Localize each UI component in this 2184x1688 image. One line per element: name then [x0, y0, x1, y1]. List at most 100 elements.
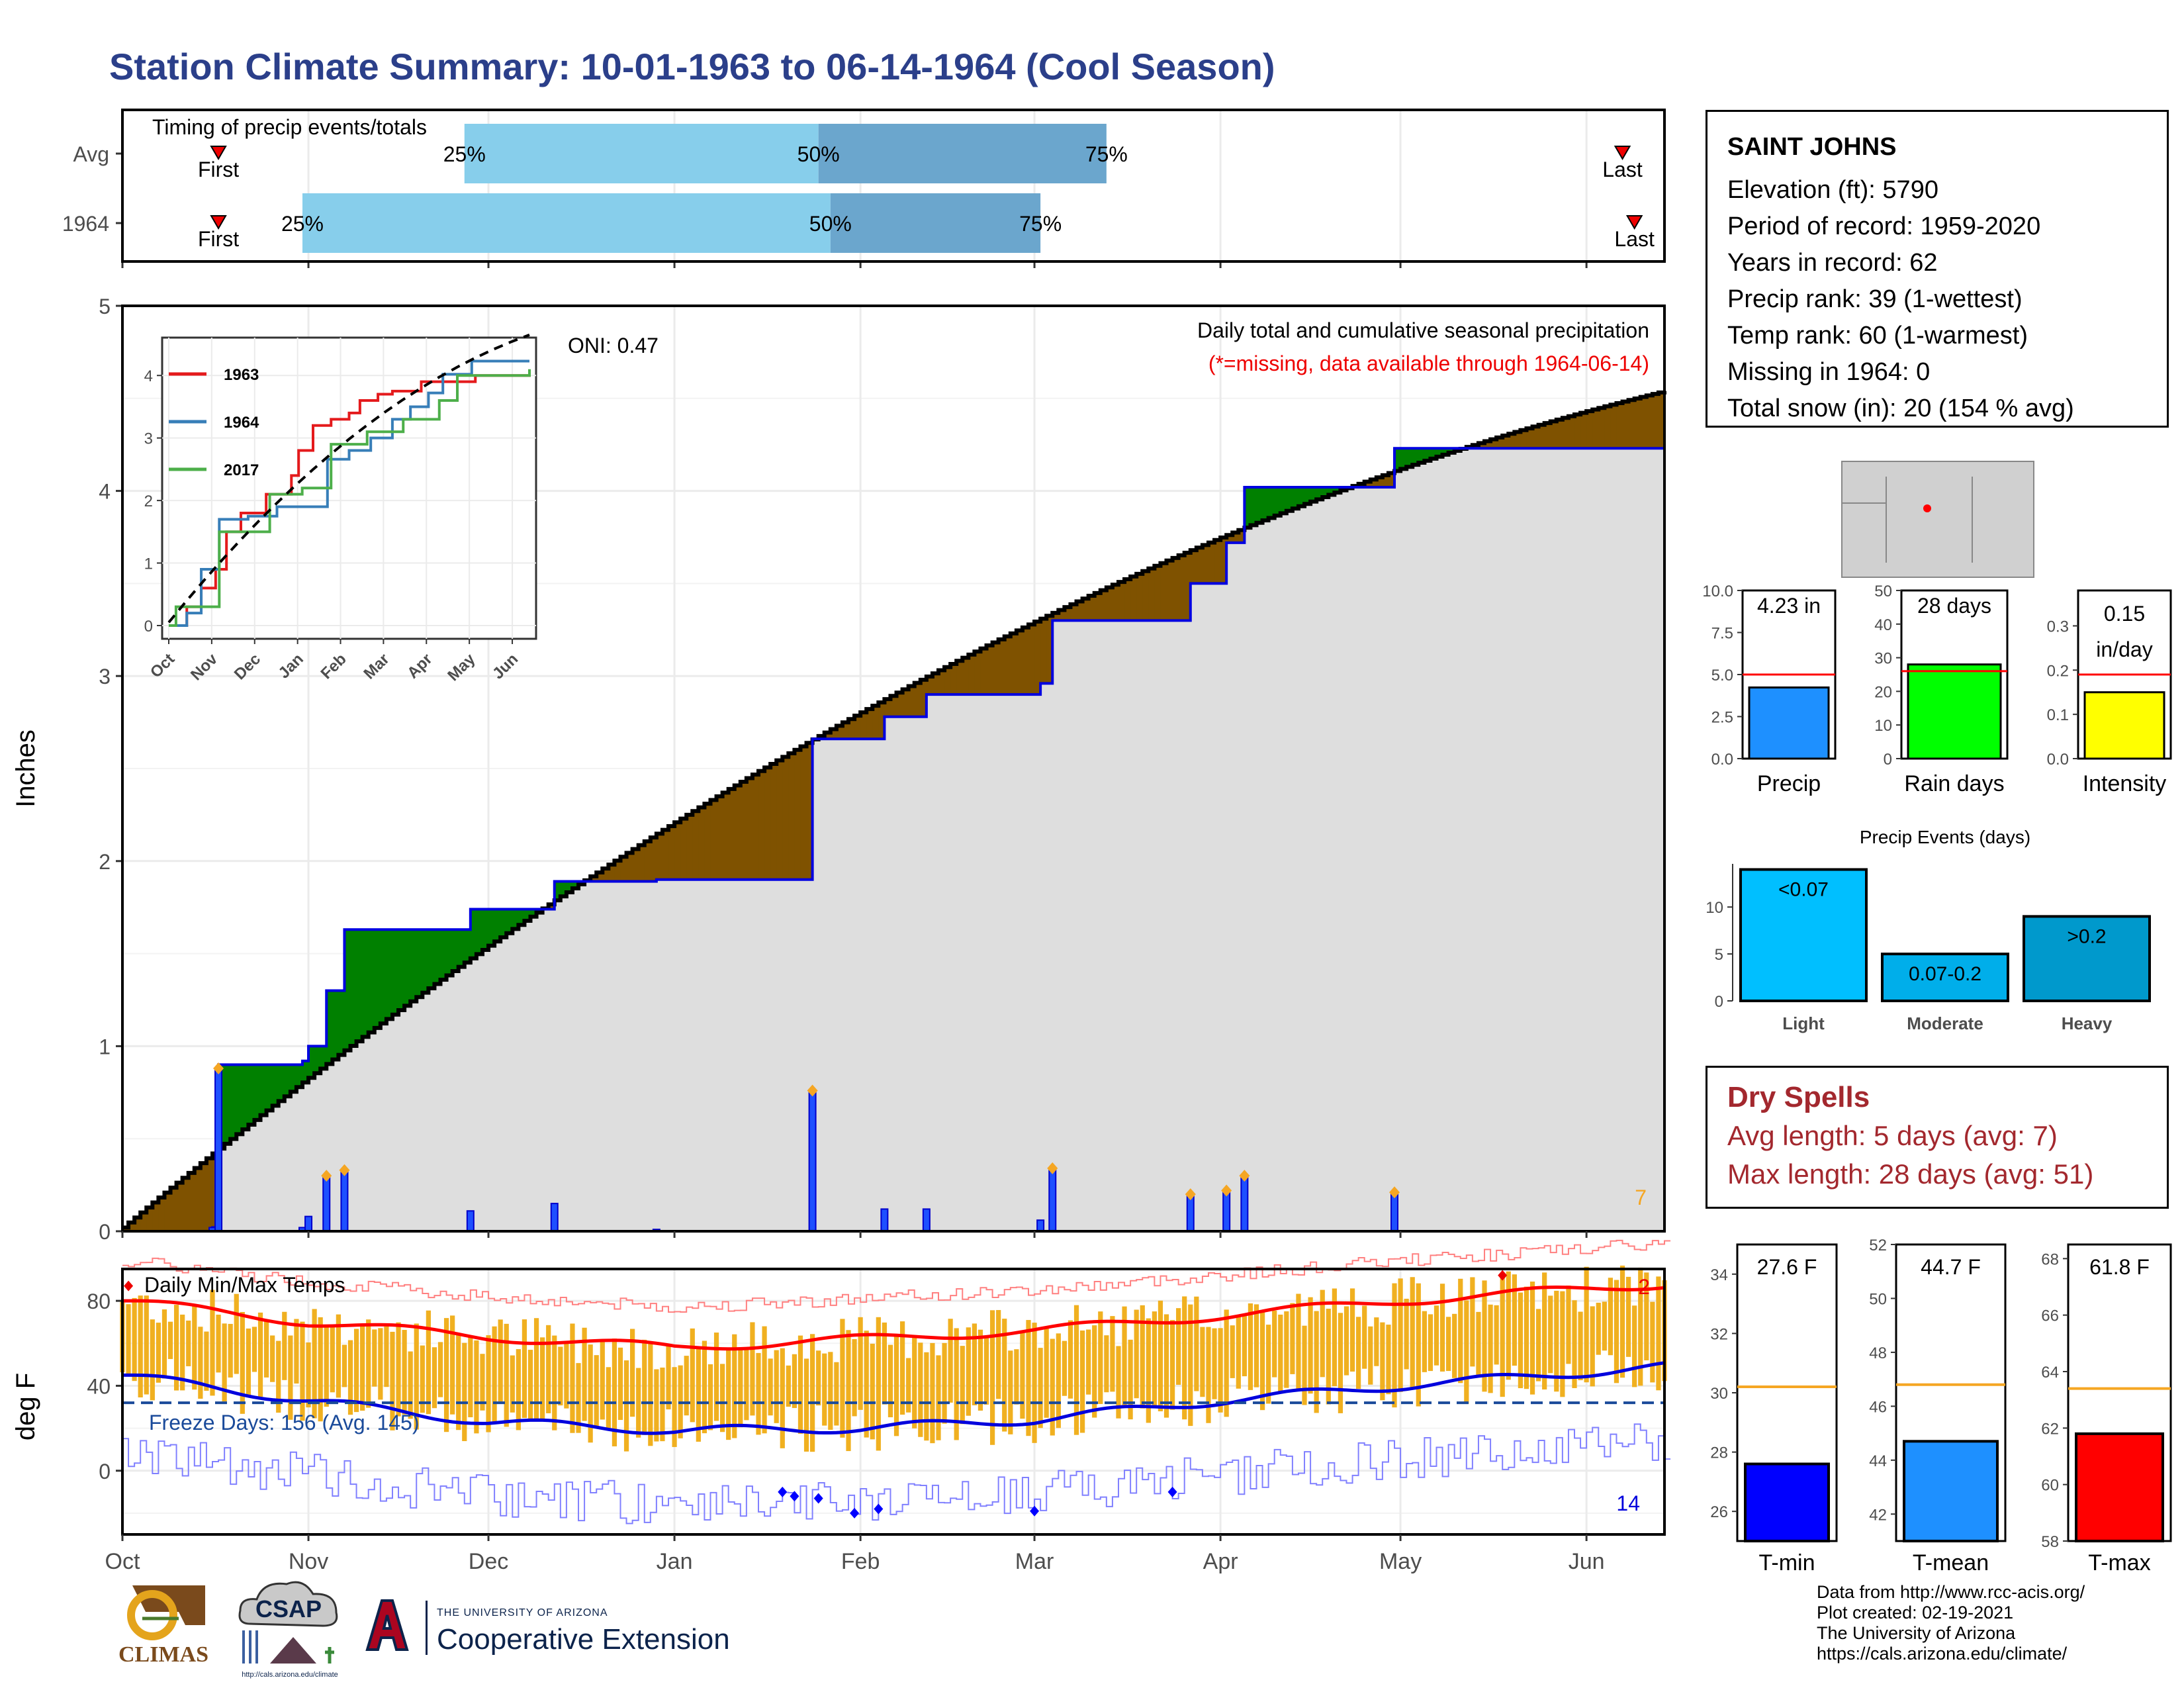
precip-base-area: [1088, 620, 1095, 1231]
inset-y-tick-label: 3: [144, 430, 153, 448]
dry-spells-box: Dry Spells Avg length: 5 days (avg: 7) M…: [1706, 1066, 2169, 1209]
tbar-y-tick-label: 26: [1710, 1503, 1728, 1521]
events-bar-label: >0.2: [2067, 925, 2106, 947]
precip-base-area: [1412, 465, 1419, 1231]
precip-surplus-area: [434, 929, 441, 984]
precip-base-area: [758, 879, 765, 1231]
precip-heavy-marker: [1221, 1184, 1232, 1197]
climas-logo: CLIMAS: [118, 1585, 208, 1667]
precip-deficit-area: [752, 774, 759, 880]
precip-base-area: [1226, 542, 1233, 1232]
precip-base-area: [1316, 499, 1323, 1231]
dry-spells-max: Max length: 28 days (avg: 51): [1727, 1158, 2094, 1190]
precip-base-area: [710, 879, 717, 1231]
precip-base-area: [1622, 448, 1629, 1231]
precip-y-tick-label: 4: [99, 480, 111, 504]
temp-daily-range-bar: [1619, 1265, 1625, 1378]
precip-base-area: [992, 694, 999, 1231]
precip-base-area: [236, 1134, 243, 1231]
temp-daily-range-bar: [324, 1324, 329, 1407]
precip-base-area: [392, 1014, 399, 1231]
precip-base-area: [740, 879, 747, 1231]
temp-daily-range-bar: [696, 1348, 701, 1442]
temp-daily-range-bar: [1188, 1304, 1193, 1427]
precip-surplus-area: [290, 1064, 297, 1092]
precip-base-area: [1610, 448, 1617, 1231]
timing-p75-label: 75%: [1019, 212, 1062, 236]
precip-deficit-area: [1034, 621, 1041, 695]
precip-surplus-area: [1328, 487, 1335, 495]
station-info-box: SAINT JOHNS Elevation (ft): 5790 Period …: [1706, 110, 2169, 428]
precip-base-area: [1646, 448, 1653, 1231]
temp-daily-range-bar: [1302, 1325, 1307, 1405]
mini-y-tick-label: 0.2: [2047, 662, 2069, 680]
temp-daily-range-bar: [378, 1328, 383, 1400]
temp-daily-range-bar: [126, 1304, 131, 1376]
temp-y-tick-label: 0: [99, 1460, 111, 1483]
temp-daily-range-bar: [576, 1363, 581, 1433]
temp-daily-range-bar: [1590, 1306, 1595, 1387]
precip-base-area: [350, 1045, 357, 1231]
precip-base-area: [1250, 525, 1257, 1231]
precip-y-tick-label: 1: [99, 1035, 111, 1058]
temp-daily-range-bar: [1308, 1297, 1313, 1394]
tbar-value-label: 61.8 F: [2089, 1255, 2150, 1279]
precip-base-area: [842, 739, 849, 1231]
temp-daily-range-bar: [1572, 1300, 1577, 1388]
tbar-value-label: 27.6 F: [1757, 1255, 1817, 1279]
station-precip-rank: Precip rank: 39 (1-wettest): [1727, 285, 2023, 313]
temp-daily-range-bar: [533, 1318, 539, 1419]
precip-deficit-area: [1364, 481, 1371, 488]
temp-daily-range-bar: [558, 1346, 563, 1406]
precip-base-area: [338, 1055, 345, 1231]
temp-daily-range-bar: [1362, 1305, 1367, 1369]
precip-base-area: [584, 881, 591, 1231]
timing-first-marker: [210, 146, 227, 160]
temp-daily-range-bar: [840, 1319, 845, 1438]
precip-base-area: [788, 879, 795, 1231]
precip-daily-bar: [340, 1169, 349, 1233]
precip-y-axis-label: Inches: [11, 729, 40, 808]
precip-deficit-area: [764, 767, 771, 880]
month-label: Oct: [105, 1549, 140, 1574]
precip-daily-bar: [322, 1175, 331, 1232]
record-low-marker: [874, 1503, 884, 1515]
precip-deficit-area: [1028, 624, 1035, 695]
temp-daily-range-bar: [1326, 1308, 1331, 1405]
precip-base-area: [1196, 583, 1203, 1231]
precip-deficit-area: [770, 763, 777, 880]
credits: Data from http://www.rcc-acis.org/ Plot …: [1817, 1582, 2085, 1664]
precip-base-area: [1652, 448, 1659, 1231]
precip-base-area: [632, 881, 639, 1231]
precip-deficit-area: [692, 811, 699, 880]
temp-daily-range-bar: [1236, 1315, 1241, 1389]
temp-daily-range-bar: [828, 1352, 833, 1430]
precip-base-area: [1094, 620, 1101, 1231]
temp-daily-range-bar: [1452, 1313, 1457, 1378]
precip-base-area: [1490, 448, 1497, 1231]
precip-base-area: [1052, 620, 1059, 1231]
precip-base-area: [1514, 448, 1521, 1231]
precip-surplus-area: [284, 1064, 291, 1097]
precip-base-area: [908, 716, 915, 1231]
temp-daily-range-bar: [1625, 1276, 1631, 1357]
temp-daily-range-bar: [263, 1319, 269, 1378]
temp-daily-range-bar: [1098, 1311, 1103, 1404]
precip-surplus-area: [1412, 448, 1419, 465]
timing-last-marker: [1614, 146, 1631, 160]
station-name: SAINT JOHNS: [1727, 133, 1897, 161]
precip-deficit-area: [596, 872, 603, 882]
temp-daily-range-bar: [480, 1354, 485, 1411]
temp-daily-range-bar: [1182, 1296, 1187, 1420]
precip-base-area: [284, 1096, 291, 1231]
temp-daily-range-bar: [522, 1319, 527, 1419]
precip-surplus-area: [236, 1064, 243, 1135]
temp-daily-range-bar: [1433, 1305, 1439, 1366]
precip-base-area: [962, 694, 969, 1231]
precip-deficit-area: [950, 663, 957, 695]
inset-avg-line: [167, 333, 530, 624]
precip-base-area: [638, 881, 645, 1231]
temp-daily-range-bar: [852, 1338, 857, 1417]
precip-base-area: [1232, 542, 1239, 1232]
precip-deficit-area: [1076, 601, 1083, 621]
